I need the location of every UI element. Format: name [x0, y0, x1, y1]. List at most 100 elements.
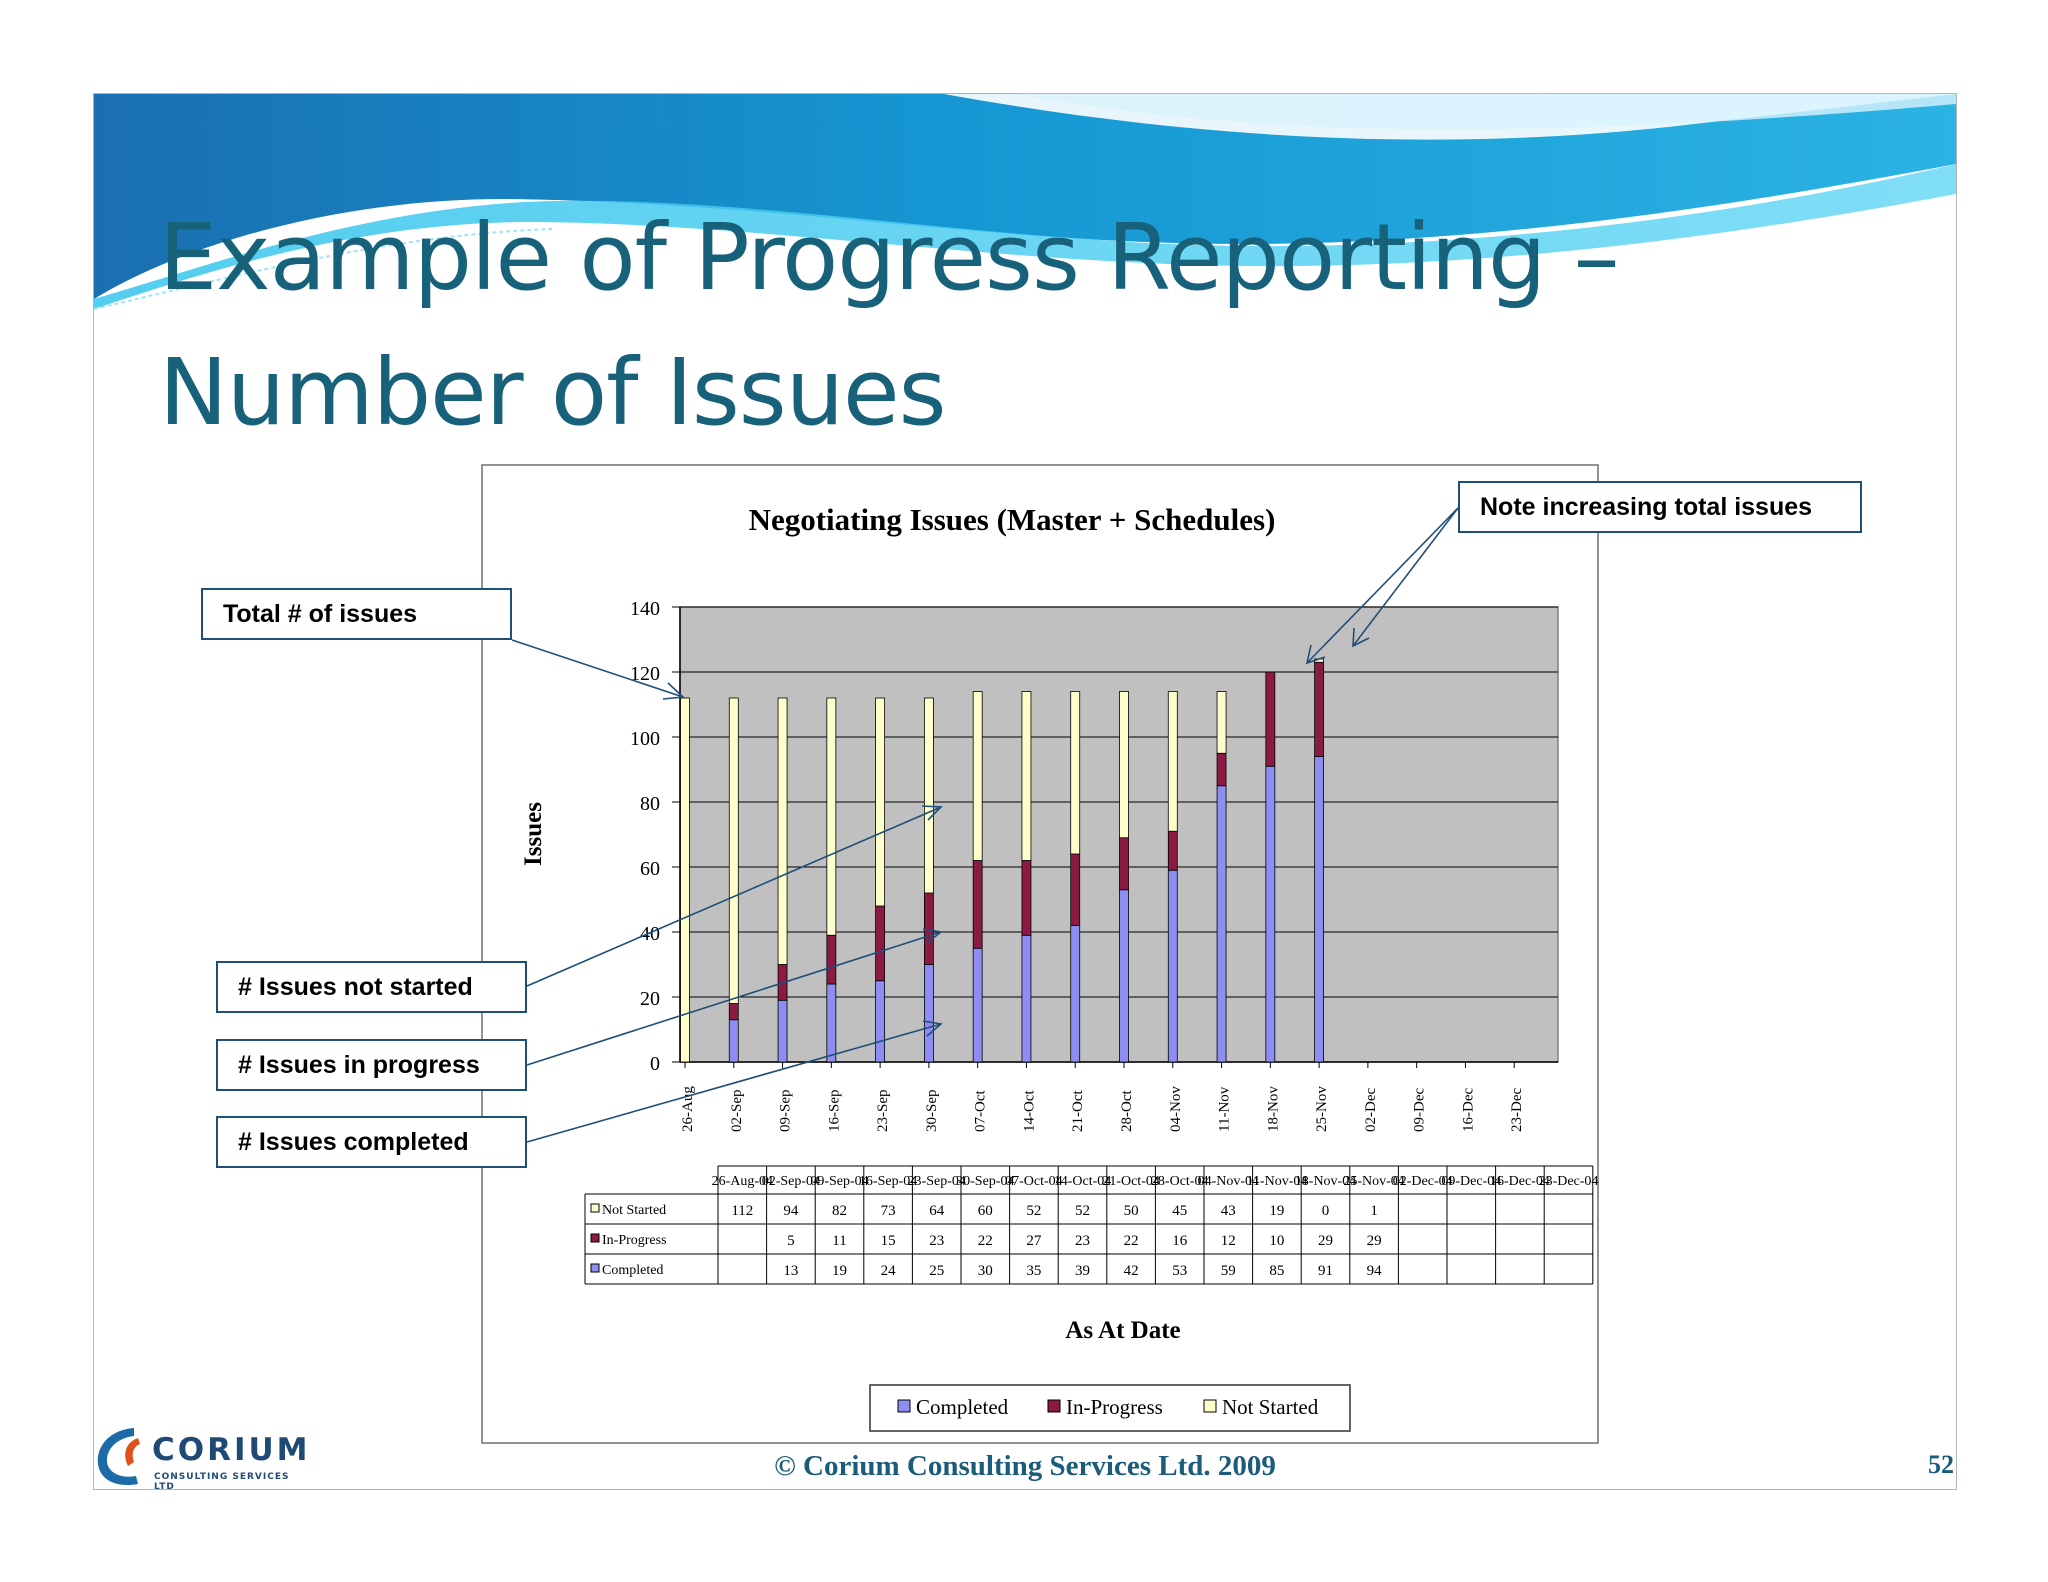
table-header-cell: 09-Sep-04: [810, 1174, 868, 1189]
table-value-cell: 0: [1322, 1203, 1330, 1219]
table-value-cell: 12: [1221, 1233, 1236, 1249]
bar-completed: [972, 947, 983, 1063]
arrow-total-head: [662, 682, 685, 700]
table-value-cell: 16: [1172, 1233, 1188, 1249]
bar-not-started: [728, 697, 739, 1004]
table-value-cell: 15: [881, 1233, 896, 1249]
corium-logo: CORIUM CONSULTING SERVICES LTD: [94, 1422, 314, 1489]
table-value-cell: 91: [1318, 1263, 1333, 1279]
table-value-cell: 45: [1172, 1203, 1187, 1219]
x-tick-label: 09-Sep: [778, 1090, 794, 1133]
table-value-cell: 11: [832, 1233, 846, 1249]
x-tick-label: 23-Dec: [1509, 1088, 1525, 1132]
bar-completed: [728, 1019, 739, 1063]
x-tick-label: 07-Oct: [973, 1090, 989, 1132]
bar-completed: [1021, 934, 1032, 1063]
bar-completed: [826, 983, 837, 1063]
x-tick-label: 11-Nov: [1217, 1086, 1233, 1132]
table-value-cell: 94: [783, 1203, 799, 1219]
table-header-cell: 26-Aug-04: [712, 1174, 773, 1189]
bar-completed: [1167, 869, 1178, 1063]
table-value-cell: 59: [1221, 1263, 1236, 1279]
table-header-cell: 09-Dec-04: [1441, 1174, 1501, 1189]
x-tick-label: 16-Dec: [1460, 1088, 1476, 1132]
table-value-cell: 42: [1124, 1263, 1139, 1279]
table-header-cell: 07-Oct-04: [1005, 1174, 1063, 1189]
legend-label: In-Progress: [1066, 1395, 1163, 1419]
x-tick-label: 23-Sep: [875, 1090, 891, 1133]
arrow-note-b: [1352, 507, 1459, 647]
table-value-cell: 85: [1269, 1263, 1284, 1279]
table-header-cell: 21-Oct-04: [1102, 1174, 1160, 1189]
table-value-cell: 22: [978, 1233, 993, 1249]
legend-frame: [869, 1384, 1351, 1432]
x-tick-label: 21-Oct: [1070, 1090, 1086, 1132]
table-value-cell: 10: [1269, 1233, 1284, 1249]
page-number: 52: [1928, 1450, 1954, 1479]
callout-not-started: # Issues not started: [216, 961, 527, 1013]
bar-completed: [777, 999, 788, 1063]
table-header-cell: 30-Sep-04: [956, 1174, 1014, 1189]
table-header-cell: 04-Nov-04: [1198, 1174, 1259, 1189]
callout-completed: # Issues completed: [216, 1116, 527, 1168]
bar-in-progress: [875, 905, 886, 982]
table-value-cell: 50: [1124, 1203, 1139, 1219]
bar-completed: [1314, 756, 1325, 1063]
arrow-note-a: [1306, 507, 1459, 664]
data-table: 26-Aug-0402-Sep-0409-Sep-0416-Sep-0423-S…: [584, 1165, 1598, 1285]
table-header-cell: 02-Sep-04: [762, 1174, 820, 1189]
table-value-cell: 23: [929, 1233, 944, 1249]
table-header-cell: 16-Sep-04: [859, 1174, 917, 1189]
legend-key-in-progress: [1047, 1399, 1061, 1413]
x-axis-label: As At Date: [1065, 1317, 1180, 1344]
bar-not-started: [826, 697, 837, 936]
table-value-cell: 25: [929, 1263, 944, 1279]
x-tick-label: 18-Nov: [1265, 1086, 1281, 1132]
arrow-in-progress: [526, 931, 942, 1066]
bar-in-progress: [826, 934, 837, 985]
chart-title: Negotiating Issues (Master + Schedules): [749, 502, 1276, 537]
table-value-cell: 39: [1075, 1263, 1090, 1279]
table-value-cell: 30: [978, 1263, 993, 1279]
x-tick-label: 28-Oct: [1119, 1090, 1135, 1132]
table-value-cell: 1: [1370, 1203, 1378, 1219]
table-header-cell: 11-Nov-04: [1246, 1174, 1307, 1189]
slide-title-line-2: Number of Issues: [159, 339, 947, 446]
table-legend-key: [590, 1263, 600, 1273]
callout-in-progress: # Issues in progress: [216, 1039, 527, 1091]
table-value-cell: 43: [1221, 1203, 1236, 1219]
bar-not-started: [1070, 691, 1081, 855]
bar-in-progress: [1167, 830, 1178, 871]
table-legend-key: [590, 1203, 600, 1213]
table-value-cell: 27: [1026, 1233, 1042, 1249]
header-wave-decoration: [94, 94, 1956, 310]
table-value-cell: 53: [1172, 1263, 1187, 1279]
logo-wordmark: CORIUM: [152, 1432, 311, 1468]
table-value-cell: 5: [787, 1233, 795, 1249]
corium-logo-mark-icon: [97, 1428, 140, 1486]
bar-completed: [1119, 889, 1129, 1063]
y-axis-label: Issues: [520, 802, 547, 866]
table-value-cell: 19: [1269, 1203, 1284, 1219]
x-tick-label: 02-Sep: [729, 1090, 745, 1133]
arrow-not-started: [526, 806, 942, 987]
table-value-cell: 13: [783, 1263, 798, 1279]
bar-completed: [875, 980, 886, 1063]
table-value-cell: 23: [1075, 1233, 1090, 1249]
slide: Example of Progress Reporting – Number o…: [93, 93, 1957, 1490]
table-value-cell: 24: [881, 1263, 897, 1279]
bar-in-progress: [1021, 860, 1032, 936]
table-header-cell: 18-Nov-04: [1295, 1174, 1356, 1189]
table-value-cell: 22: [1124, 1233, 1139, 1249]
legend-label: Completed: [916, 1395, 1009, 1419]
bar-not-started: [777, 697, 788, 965]
y-tick-label: 40: [640, 923, 660, 945]
x-tick-label: 25-Nov: [1314, 1086, 1330, 1132]
bar-not-started: [680, 697, 690, 1063]
plot-background: [679, 606, 1559, 1063]
x-tick-label: 16-Sep: [826, 1090, 842, 1133]
bar-in-progress: [1265, 671, 1276, 767]
table-row-label: Completed: [602, 1263, 663, 1278]
table-value-cell: 73: [881, 1203, 896, 1219]
arrow-in-progress-head: [922, 928, 943, 944]
